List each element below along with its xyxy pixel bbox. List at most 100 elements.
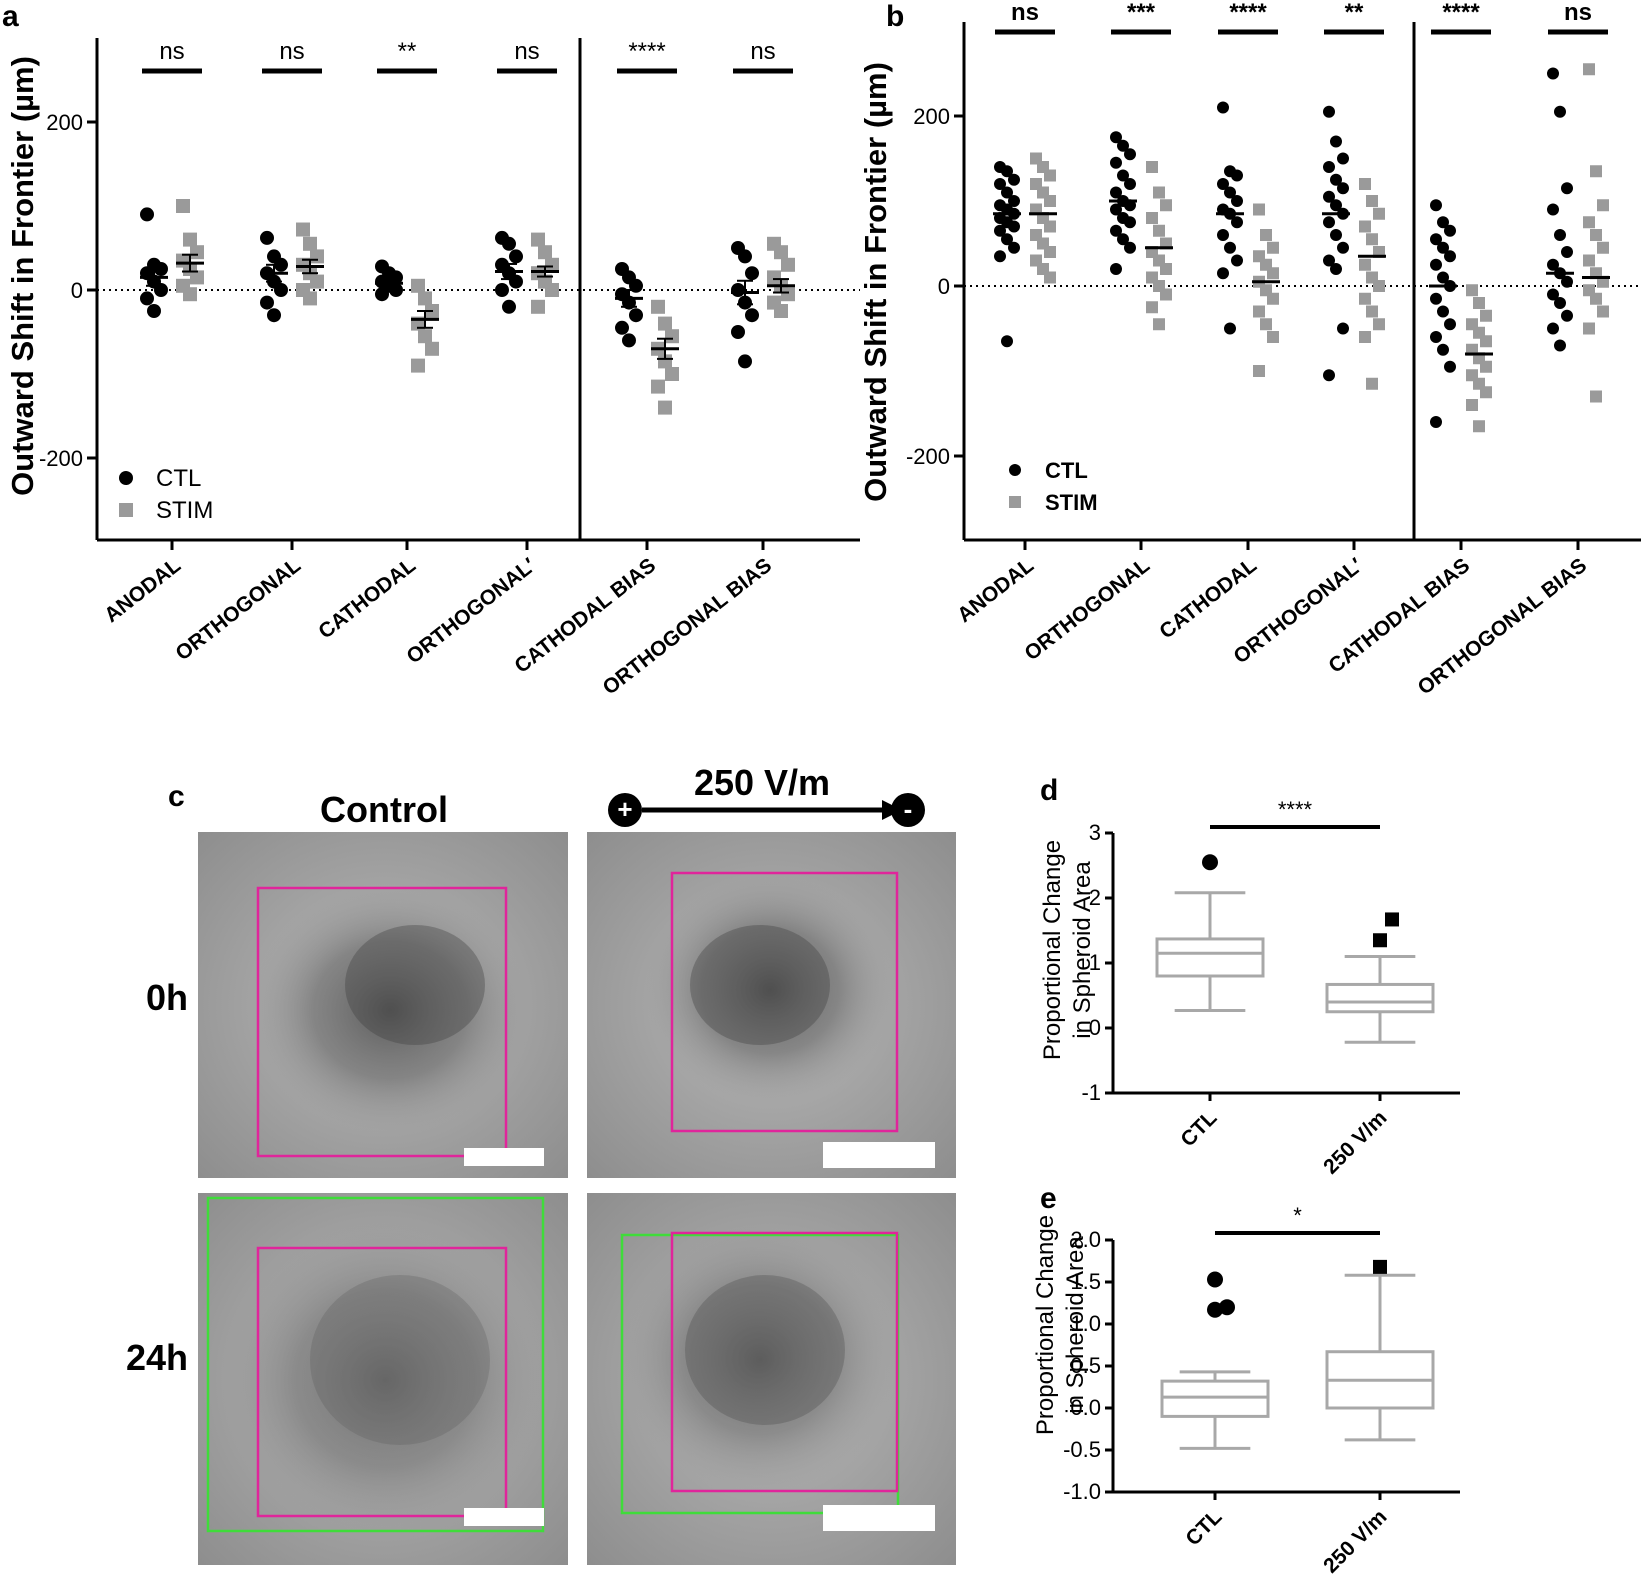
ctl-data-point (1124, 241, 1136, 254)
ctl-data-point (147, 304, 161, 318)
stim-data-point (1153, 224, 1165, 237)
stim-data-point (303, 291, 317, 306)
ctl-data-point (1217, 178, 1229, 190)
ctl-data-point (260, 295, 274, 310)
scale-bar (823, 1142, 935, 1168)
y-tick-label: 200 (913, 104, 950, 129)
ctl-data-point (1008, 220, 1020, 233)
initial-boundary-box (670, 871, 899, 1133)
stim-data-point (1480, 386, 1492, 399)
outlier-point (1373, 933, 1387, 948)
stim-data-point (1044, 271, 1056, 284)
ctl-data-point (1554, 105, 1566, 118)
ctl-data-point (267, 308, 281, 323)
y-tick-label: 0 (938, 274, 950, 299)
ctl-data-point (1231, 195, 1243, 207)
y-tick-label: 2.0 (1070, 1227, 1101, 1252)
y-axis-label-e-line1: Proportional Change (1032, 1215, 1059, 1435)
ctl-data-point (1117, 233, 1129, 246)
stim-data-point (1583, 216, 1595, 229)
legend-ctl-marker (119, 471, 133, 485)
y-tick-label: -0.5 (1063, 1437, 1101, 1462)
stim-data-point (774, 304, 788, 318)
iqr-box (1155, 937, 1265, 978)
ctl-data-point (495, 283, 509, 297)
y-axis-label-d-line2: in Spheroid Area (1069, 861, 1096, 1039)
x-category-label: CTL (1176, 1106, 1221, 1151)
control-column-title: Control (320, 789, 448, 830)
stim-data-point (310, 249, 324, 264)
ctl-data-point (1323, 254, 1335, 267)
stim-data-point (781, 287, 795, 302)
ctl-data-point (1430, 258, 1442, 271)
panel-letter-d: d (1040, 774, 1058, 807)
micrograph-field-0h (587, 832, 956, 1178)
ctl-data-point (1444, 360, 1456, 373)
stim-data-point (1044, 169, 1056, 182)
stim-data-point (1160, 288, 1172, 301)
ctl-data-point (1117, 139, 1129, 152)
stim-data-point (296, 222, 310, 237)
ctl-data-point (1231, 254, 1243, 267)
stim-data-point (1466, 284, 1478, 297)
scale-bar (823, 1505, 935, 1531)
ctl-data-point (1323, 105, 1335, 118)
ctl-data-point (1430, 416, 1442, 428)
ctl-data-point (731, 325, 745, 339)
ctl-data-point (1561, 246, 1573, 258)
ctl-data-point (1554, 339, 1566, 352)
ctl-data-point (1547, 258, 1559, 271)
stim-data-point (1044, 246, 1056, 258)
significance-label: *** (1127, 0, 1156, 26)
y-axis-label-b: Outward Shift in Frontier (µm) (858, 62, 893, 502)
micrograph-control-0h (198, 832, 568, 1178)
stim-data-point (1359, 178, 1371, 190)
stim-data-point (1373, 318, 1385, 331)
ctl-data-point (274, 283, 288, 297)
x-category-label: CATHODAL (1155, 554, 1261, 644)
ctl-data-point (1337, 322, 1349, 335)
ctl-data-point (1217, 267, 1229, 280)
stim-data-point (411, 278, 425, 293)
stim-data-point (176, 199, 190, 213)
ctl-data-point (1444, 318, 1456, 331)
significance-label: ns (159, 38, 184, 65)
significance-label: ns (279, 38, 304, 65)
stim-data-point (1480, 335, 1492, 348)
ctl-data-point (1330, 199, 1342, 212)
row-label-0h: 0h (146, 977, 188, 1018)
stim-data-point (1366, 195, 1378, 207)
outlier-point (1373, 1259, 1387, 1274)
plus-electrode-icon: + (617, 794, 632, 824)
ctl-data-point (1337, 182, 1349, 195)
stim-data-point (1146, 212, 1158, 224)
stim-data-point (1473, 420, 1485, 433)
ctl-data-point (1547, 67, 1559, 80)
stim-data-point (1267, 241, 1279, 254)
ctl-data-point (1437, 241, 1449, 254)
ctl-data-point (1224, 186, 1236, 199)
stim-data-point (1359, 258, 1371, 271)
scale-bar (464, 1148, 544, 1166)
ctl-data-point (994, 178, 1006, 190)
ctl-data-point (1554, 297, 1566, 309)
ctl-data-point (1008, 173, 1020, 186)
y-tick-label: 3 (1089, 820, 1101, 845)
panel-e: e Proportional Change in Spheroid Area 2… (1032, 1182, 1460, 1576)
stim-data-point (1044, 195, 1056, 207)
electric-field-arrow: + - 250 V/m (608, 762, 925, 827)
stim-data-point (1260, 318, 1272, 331)
ctl-data-point (1323, 369, 1335, 382)
iqr-box (1325, 982, 1435, 1014)
iqr-box (1160, 1379, 1270, 1418)
y-tick-label: 1 (1089, 950, 1101, 975)
y-tick-label: 0.0 (1070, 1395, 1101, 1420)
ctl-data-point (502, 299, 516, 314)
stim-data-point (531, 232, 545, 247)
ctl-data-point (1117, 169, 1129, 182)
significance-label: **** (628, 38, 665, 65)
stim-data-point (531, 299, 545, 314)
y-tick-label: 1.0 (1070, 1311, 1101, 1336)
stim-data-point (418, 291, 432, 306)
ctl-data-point (622, 333, 636, 348)
